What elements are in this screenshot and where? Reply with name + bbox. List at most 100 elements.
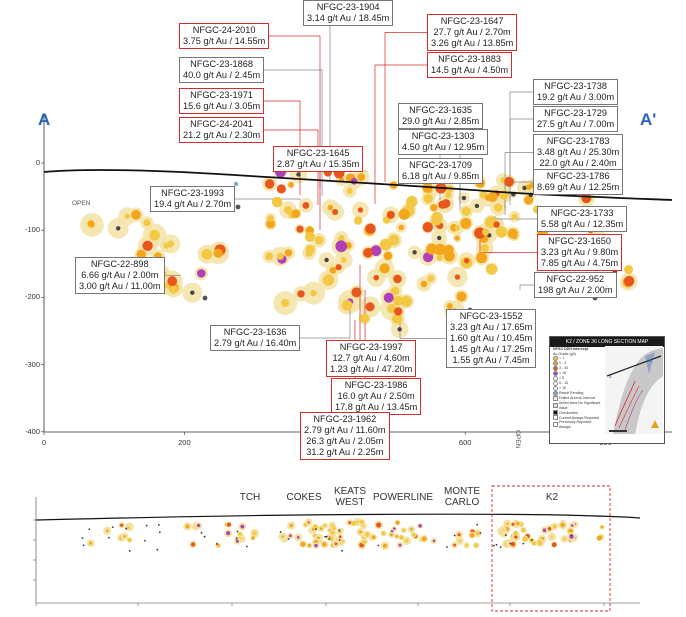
- overview-grey-point: [245, 545, 248, 548]
- section-label-left: A: [38, 110, 51, 129]
- drill-intercept-point: [190, 290, 195, 295]
- drill-intercept-point: [281, 298, 290, 308]
- overview-intercept-point: [537, 540, 543, 546]
- drill-intercept-point: [322, 274, 335, 286]
- drill-intercept-point: [391, 313, 403, 324]
- overview-intercept-point: [312, 524, 318, 530]
- overview-ground-line: [35, 513, 641, 521]
- drill-hole-callout: NFGC-23-1647 27.7 g/t Au / 2.70m 3.26 g/t …: [427, 14, 518, 51]
- drill-intercept-point: [422, 252, 434, 263]
- legend-swatch: [553, 415, 558, 421]
- drill-intercept-point: [393, 274, 402, 284]
- overview-intercept-point: [190, 542, 196, 547]
- callout-intercept: 19.2 g/t Au / 3.00m: [537, 92, 615, 102]
- drill-intercept-point: [456, 291, 467, 302]
- overview-intercept-point: [296, 536, 300, 539]
- drill-intercept-point: [264, 179, 275, 189]
- legend-text: < 5: [559, 376, 565, 381]
- callout-intercept: 1.45 g/t Au / 17.25m: [450, 344, 533, 354]
- callout-intercept: 3.48 g/t Au / 25.30m: [537, 147, 620, 157]
- callout-intercept: 5.58 g/t Au / 12.35m: [541, 219, 624, 229]
- k2-highlight-box: [491, 485, 611, 612]
- drill-hole-callout: NFGC-23-1883 14.5 g/t Au / 4.50m: [427, 52, 513, 78]
- overview-grey-point: [145, 524, 148, 527]
- long-section-overview: [33, 485, 641, 612]
- y-tick-label: -400: [24, 426, 40, 436]
- overview-intercept-point: [127, 526, 131, 530]
- overview-grey-point: [81, 537, 84, 540]
- callout-hole-id: NFGC-22-898: [90, 259, 149, 269]
- legend-swatch: [553, 422, 558, 428]
- callout-intercept: 3.26 g/t Au / 13.85m: [431, 38, 514, 48]
- drill-intercept-point: [305, 249, 313, 257]
- callout-intercept: 31.2 g/t Au / 2.25m: [306, 447, 384, 457]
- overview-intercept-point: [235, 539, 239, 543]
- open-label-left: OPEN: [72, 200, 91, 207]
- drill-intercept-point: [400, 295, 413, 307]
- callout-hole-id: NFGC-23-1971: [190, 90, 253, 100]
- overview-intercept-point: [330, 530, 335, 535]
- drill-intercept-point: [454, 225, 460, 231]
- callout-hole-id: NFGC-23-1552: [459, 311, 523, 321]
- overview-intercept-point: [552, 524, 557, 529]
- drill-intercept-point: [284, 249, 293, 257]
- callout-intercept: 16.0 g/t Au / 2.50m: [337, 391, 415, 401]
- overview-intercept-point: [89, 541, 93, 545]
- overview-grey-point: [325, 535, 328, 538]
- x-tick-label: 600: [458, 438, 472, 447]
- overview-intercept-point: [521, 527, 526, 533]
- callout-intercept: 21.2 g/t Au / 2.30m: [183, 130, 261, 140]
- overview-intercept-point: [596, 535, 602, 541]
- drill-hole-callout: NFGC-23-1783 3.48 g/t Au / 25.30m 22.0 g/t…: [533, 134, 624, 171]
- overview-intercept-point: [371, 535, 376, 540]
- drill-intercept-point: [351, 287, 362, 298]
- drill-intercept-point: [167, 276, 178, 287]
- callout-intercept: 2.79 g/t Au / 11.60m: [304, 425, 386, 435]
- drill-intercept-point: [373, 274, 380, 281]
- overview-grey-point: [200, 531, 203, 534]
- callout-intercept: 15.6 g/t Au / 3.05m: [183, 101, 261, 111]
- overview-intercept-point: [421, 536, 427, 542]
- section-label-right: A': [640, 110, 657, 129]
- drill-hole-callout: NFGC-24-2010 3.75 g/t Au / 14.55m: [179, 23, 270, 49]
- drill-intercept-point: [388, 234, 400, 246]
- overview-grey-point: [341, 549, 343, 552]
- overview-intercept-point: [405, 539, 409, 543]
- overview-grey-point: [125, 527, 128, 530]
- overview-intercept-point: [120, 523, 124, 527]
- overview-grey-point: [499, 546, 502, 549]
- overview-grey-point: [377, 544, 380, 547]
- drill-hole-callout: NFGC-23-1552 3.23 g/t Au / 17.65m 1.60 g/t…: [446, 309, 537, 368]
- overview-grey-point: [324, 535, 327, 538]
- overview-intercept-point: [402, 528, 406, 532]
- overview-grey-point: [338, 529, 341, 532]
- drill-intercept-point: [383, 292, 394, 303]
- overview-grey-point: [203, 535, 206, 538]
- callout-hole-id: NFGC-23-1993: [161, 188, 224, 198]
- overview-intercept-point: [457, 533, 461, 537]
- overview-grey-point: [446, 546, 448, 548]
- svg-text:A': A': [649, 358, 653, 363]
- overview-intercept-point: [560, 522, 566, 528]
- legend-text: < 1: [559, 356, 565, 361]
- callout-intercept: 8.69 g/t Au / 12.25m: [537, 182, 620, 192]
- overview-intercept-point: [289, 523, 293, 528]
- drill-intercept-point: [504, 176, 515, 187]
- callout-intercept: 7.85 g/t Au / 4.75m: [541, 258, 619, 268]
- overview-grey-point: [279, 531, 282, 533]
- legend-text: 5 - 10: [559, 381, 569, 386]
- overview-intercept-point: [331, 526, 336, 531]
- drill-intercept-point: [423, 193, 433, 204]
- callout-hole-id: NFGC-23-1709: [409, 160, 472, 170]
- legend-text: 3 - 10: [559, 366, 569, 371]
- overview-grey-point: [235, 537, 238, 540]
- drill-intercept-point: [302, 201, 310, 209]
- overview-intercept-point: [542, 528, 547, 533]
- drill-hole-callout: NFGC-23-1635 29.0 g/t Au / 2.85m: [398, 103, 484, 129]
- drill-intercept-point: [383, 251, 393, 261]
- drill-hole-callout: NFGC-23-1709 6.18 g/t Au / 9.85m: [398, 158, 484, 184]
- callout-hole-id: NFGC-23-1636: [223, 327, 287, 337]
- overview-grey-point: [338, 539, 341, 541]
- drill-intercept-point: [406, 195, 418, 208]
- inset-title: K2 / ZONE 36 LONG SECTION MAP: [550, 337, 664, 347]
